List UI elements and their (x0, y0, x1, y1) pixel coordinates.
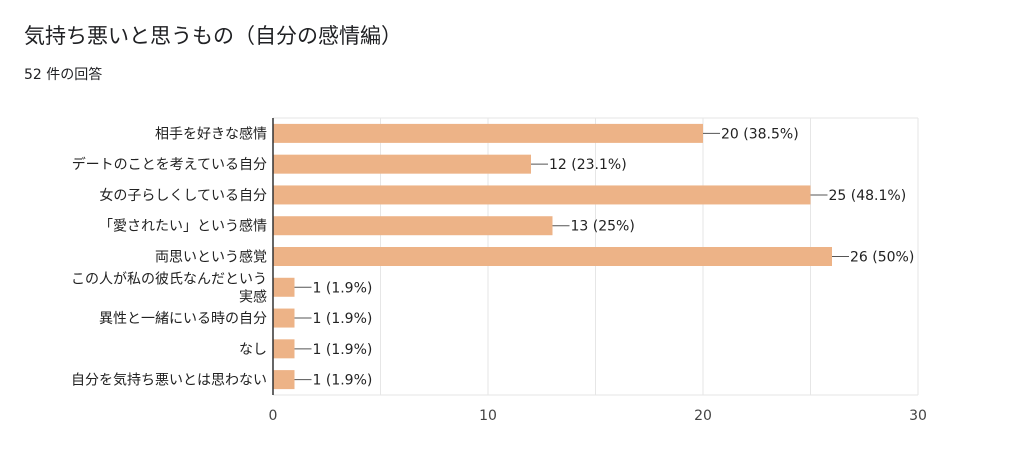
bar (273, 123, 703, 143)
data-label: 25 (48.1%) (829, 188, 907, 204)
category-label-line: 実感 (239, 288, 267, 305)
data-label: 20 (38.5%) (721, 126, 799, 142)
category-label-line: 異性と一緒にいる時の自分 (99, 311, 267, 327)
response-count: 52 件の回答 (24, 67, 103, 83)
category-label-line: 「愛されたい」という感情 (99, 218, 267, 235)
category-label-line: 相手を好きな感情 (155, 125, 267, 142)
x-tick-label: 10 (479, 408, 497, 424)
category-label: 女の子らしくしている自分 (99, 187, 267, 204)
bar (273, 370, 295, 390)
category-label-line: 両思いという感覚 (155, 249, 267, 266)
category-label: デートのことを考えている自分 (72, 156, 267, 173)
data-label: 1 (1.9%) (313, 280, 373, 296)
data-label: 26 (50%) (850, 250, 914, 266)
category-label: 相手を好きな感情 (155, 125, 267, 142)
data-label: 12 (23.1%) (549, 157, 627, 173)
chart-title: 気持ち悪いと思うもの（自分の感情編） (24, 24, 402, 48)
bar (273, 216, 553, 236)
category-label: 両思いという感覚 (155, 249, 267, 266)
data-label: 13 (25%) (571, 219, 635, 235)
bar (273, 277, 295, 297)
category-label-line: この人が私の彼氏なんだという (71, 271, 267, 287)
x-tick-label: 30 (909, 408, 927, 424)
bars (273, 123, 832, 390)
labels: 20 (38.5%) 相手を好きな感情 12 (23.1%) デートのことを考えている… (71, 125, 914, 388)
category-label: なし (239, 342, 267, 358)
category-label: この人が私の彼氏なんだという実感 (71, 271, 267, 305)
category-label-line: なし (239, 342, 267, 358)
category-label: 「愛されたい」という感情 (99, 218, 267, 235)
bar (273, 247, 832, 266)
x-tick-label: 0 (269, 408, 278, 424)
x-tick-label: 20 (694, 408, 712, 424)
bar (273, 308, 295, 328)
bar (273, 339, 295, 359)
category-label-line: デートのことを考えている自分 (72, 156, 267, 173)
axes: 0 10 20 30 (269, 118, 927, 424)
data-label: 1 (1.9%) (313, 311, 373, 327)
bar (273, 154, 531, 174)
category-label-line: 女の子らしくしている自分 (99, 187, 267, 204)
bar (273, 185, 811, 205)
data-label: 1 (1.9%) (313, 342, 373, 358)
data-label: 1 (1.9%) (313, 373, 373, 389)
category-label-line: 自分を気持ち悪いとは思わない (71, 373, 267, 389)
category-label: 自分を気持ち悪いとは思わない (71, 373, 267, 389)
category-label: 異性と一緒にいる時の自分 (99, 311, 267, 327)
